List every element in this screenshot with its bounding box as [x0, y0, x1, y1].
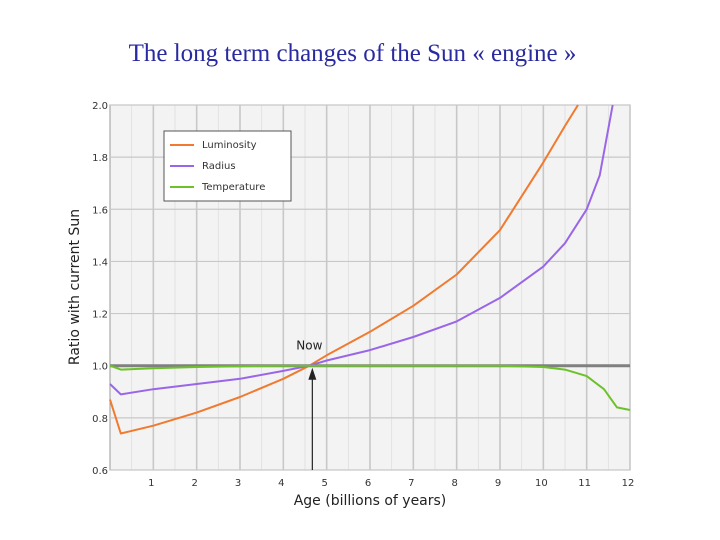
legend-label-radius: Radius	[202, 161, 236, 172]
x-tick-label: 12	[622, 478, 635, 489]
legend: Luminosity Radius Temperature	[163, 130, 292, 202]
line-chart: 1 2 3 4 5 6 7 8 9 10 11 120.60.81.01.21.41.61.82.0 …	[67, 101, 634, 509]
x-tick-label: 11	[578, 478, 591, 489]
annotation-now-arrowhead	[308, 367, 317, 380]
x-tick-label: 1	[148, 478, 154, 489]
annotation-now-label: Now	[296, 339, 322, 353]
legend-label-luminosity: Luminosity	[202, 140, 257, 151]
x-axis-label: Age (billions of years)	[294, 493, 447, 509]
chart-container: 1 2 3 4 5 6 7 8 9 10 11 12 0.6 0.8 1.0 1.2 1.4 1.6 1.8 2.0 …	[60, 95, 650, 520]
y-tick-label: 1.8	[92, 153, 108, 164]
y-tick-label: 1.2	[92, 310, 108, 321]
series-line-temperature	[109, 364, 631, 411]
x-tick-label: 5	[321, 478, 327, 489]
x-tick-label: 10	[535, 478, 548, 489]
tick-labels: 1 2 3 4 5 6 7 8 9 10 11 120.60.81.01.21.41.61.82.0	[92, 101, 634, 489]
legend-label-temperature: Temperature	[201, 182, 265, 193]
series-group	[109, 104, 631, 435]
x-tick-label: 4	[278, 478, 284, 489]
y-tick-label: 2.0	[92, 101, 108, 112]
slide-title: The long term changes of the Sun « engin…	[128, 40, 577, 67]
y-axis-label: Ratio with current Sun	[67, 209, 83, 365]
x-tick-label: 9	[495, 478, 501, 489]
annotation-group: Now	[296, 339, 323, 470]
x-tick-label: 8	[451, 478, 457, 489]
x-tick-label: 3	[235, 478, 241, 489]
y-tick-label: 1.0	[92, 362, 108, 373]
y-tick-label: 0.8	[92, 414, 108, 425]
x-tick-label: 6	[365, 478, 371, 489]
series-line-radius	[109, 104, 614, 396]
series-line-luminosity	[109, 104, 579, 435]
y-tick-label: 0.6	[92, 466, 108, 477]
y-tick-label: 1.6	[92, 205, 108, 216]
y-tick-label: 1.4	[92, 257, 108, 268]
x-tick-label: 2	[191, 478, 197, 489]
x-tick-label: 7	[408, 478, 414, 489]
